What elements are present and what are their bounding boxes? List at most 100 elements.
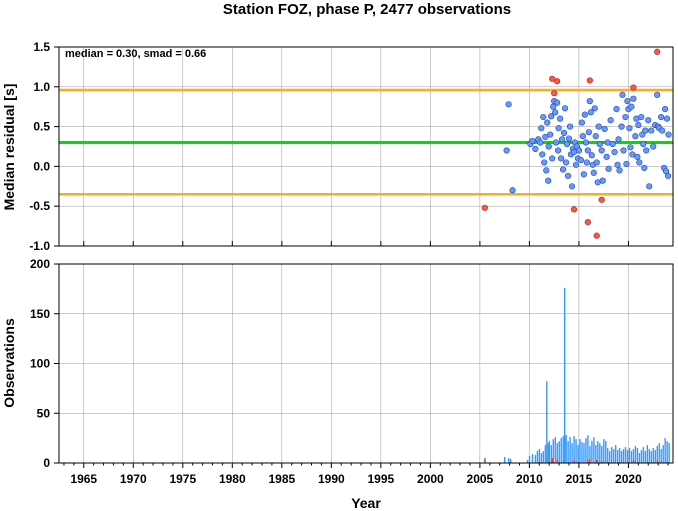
observation-bar [569,437,571,463]
x-tick-label: 2010 [516,472,543,486]
inlier-point [629,151,636,158]
inlier-point [620,147,627,154]
y-tick-label: 200 [30,257,50,271]
observation-bar [603,439,605,463]
inlier-point [590,169,597,176]
inlier-point [503,147,510,154]
outlier-observation-bar [589,459,591,463]
inlier-point [580,171,587,178]
inlier-point [603,153,610,160]
x-tick-label: 1970 [120,472,147,486]
inlier-point [587,109,594,116]
observation-bar [626,450,629,463]
observation-bar [642,447,645,463]
y-tick-label: 150 [30,307,50,321]
inlier-point [613,105,620,113]
y-tick-label: 0.0 [33,159,50,173]
observation-bar [554,437,556,463]
inlier-point [638,113,645,121]
observation-bar [581,442,583,463]
outlier-point [654,48,661,55]
observation-bar [548,441,551,463]
observation-bar [575,439,577,463]
observation-bar [556,443,558,463]
outlier-point [570,206,578,213]
outlier-point [481,204,488,211]
observation-bar [644,451,647,463]
outlier-observation-bar [556,459,558,463]
residual-points [481,48,672,239]
inlier-point [601,125,608,133]
observation-bar [611,447,613,463]
inlier-point [537,139,544,146]
inlier-point [568,183,576,190]
inlier-point [663,115,671,122]
inlier-point [598,147,605,154]
observation-bar [552,439,554,463]
inlier-point [645,117,652,124]
inlier-point [545,143,552,150]
observation-bar [599,443,601,463]
inlier-point [539,151,546,158]
observation-bar [630,451,633,463]
observation-bar [526,460,529,463]
inlier-point [634,153,641,160]
observation-bar [648,449,651,463]
x-tick-label: 2015 [566,472,593,486]
observation-bar [612,449,615,463]
inlier-point [630,95,637,102]
inlier-point [553,139,560,146]
observation-bar [565,435,567,463]
outlier-observation-bar [632,460,635,463]
inlier-point [661,105,669,113]
outlier-observation-bar [551,458,553,463]
y-tick-label: 1.0 [33,80,50,94]
observation-bar [562,436,564,463]
y-tick-label: 50 [37,406,51,420]
outlier-point [584,219,591,226]
inlier-point [541,159,548,166]
x-tick-label: 1975 [169,472,196,486]
inlier-point [543,167,550,174]
inlier-point [582,139,589,146]
inlier-point [618,123,625,130]
outlier-point [551,90,558,97]
observation-bar [664,438,666,463]
inlier-point [572,161,580,168]
inlier-point [563,141,571,148]
observation-bar [585,438,587,463]
inlier-point [529,137,536,145]
inlier-point [607,117,614,124]
observation-bar [618,448,621,463]
inlier-point [592,133,599,140]
residual-panel-frame [58,46,674,247]
y-tick-label: 100 [30,357,50,371]
inlier-point [577,156,585,164]
inlier-point [619,91,626,98]
residual-y-axis-label: Median residual [s] [1,84,17,211]
inlier-point [654,91,661,98]
inlier-point [509,187,516,194]
observation-bar [662,445,664,463]
inlier-point [585,129,592,136]
observation-bar [591,441,593,463]
observation-bar [654,450,656,463]
inlier-point [648,127,655,134]
inlier-point [557,115,564,122]
y-tick-label: 0 [43,456,50,470]
observation-bar [634,446,637,463]
inlier-point [548,113,555,120]
inlier-point [628,103,635,110]
inlier-point [623,160,630,168]
median-smad-annotation: median = 0.30, smad = 0.66 [65,48,206,60]
outlier-observation-bar [656,460,658,463]
observation-bar [534,455,537,463]
inlier-point [646,183,653,190]
observation-bar [646,445,649,463]
observation-bar [558,441,560,463]
outlier-observation-bar [596,460,598,463]
x-tick-label: 1980 [219,472,246,486]
observation-bar [595,445,597,463]
observation-bar [504,457,506,463]
inlier-point [624,98,631,105]
